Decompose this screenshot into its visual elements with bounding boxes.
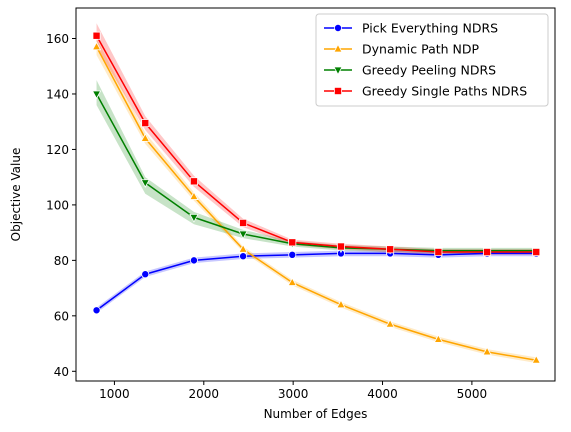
point-greedy-single-paths-ndrs bbox=[239, 218, 248, 227]
point-pick-everything-ndrs bbox=[189, 256, 198, 265]
x-axis-label: Number of Edges bbox=[264, 407, 368, 421]
series-markers bbox=[91, 31, 541, 364]
point-pick-everything-ndrs bbox=[141, 270, 150, 279]
band-greedy-single-paths-ndrs bbox=[96, 23, 537, 255]
series-lines bbox=[95, 35, 537, 361]
legend-marker-greedy-peeling-ndrs bbox=[333, 66, 343, 76]
confidence-bands bbox=[96, 23, 537, 363]
legend-label: Greedy Peeling NDRS bbox=[362, 63, 496, 78]
point-greedy-single-paths-ndrs bbox=[141, 119, 150, 128]
line-dynamic-path-ndp bbox=[95, 46, 537, 361]
point-dynamic-path-ndp bbox=[385, 318, 395, 328]
point-greedy-single-paths-ndrs bbox=[336, 242, 345, 251]
x-tick-label: 4000 bbox=[367, 387, 398, 401]
point-dynamic-path-ndp bbox=[433, 334, 444, 343]
point-greedy-peeling-ndrs bbox=[140, 179, 150, 188]
point-greedy-single-paths-ndrs bbox=[434, 248, 443, 257]
y-tick-label: 40 bbox=[54, 365, 69, 379]
point-dynamic-path-ndp bbox=[91, 41, 102, 51]
point-greedy-peeling-ndrs bbox=[91, 90, 102, 100]
legend-marker-greedy-single-paths-ndrs bbox=[333, 87, 342, 96]
x-tick-label: 2000 bbox=[189, 387, 220, 401]
y-tick-label: 100 bbox=[46, 198, 69, 212]
y-tick-label: 140 bbox=[46, 87, 69, 101]
point-greedy-single-paths-ndrs bbox=[532, 248, 541, 257]
point-pick-everything-ndrs bbox=[92, 306, 101, 315]
band-pick-everything-ndrs bbox=[96, 250, 537, 314]
legend-marker-pick-everything-ndrs bbox=[333, 23, 342, 32]
y-tick-label: 120 bbox=[46, 143, 69, 157]
point-dynamic-path-ndp bbox=[287, 277, 297, 286]
plot-frame bbox=[75, 7, 556, 382]
y-tick-label: 80 bbox=[54, 254, 69, 268]
y-tick-label: 60 bbox=[54, 309, 69, 323]
x-axis-ticks: 1000 2000 3000 4000 5000 bbox=[99, 381, 487, 401]
legend-label: Pick Everything NDRS bbox=[362, 21, 498, 36]
line-greedy-single-paths-ndrs bbox=[95, 35, 537, 253]
point-greedy-single-paths-ndrs bbox=[483, 248, 492, 257]
point-greedy-single-paths-ndrs bbox=[288, 238, 297, 247]
legend: Pick Everything NDRS Dynamic Path NDP Gree… bbox=[315, 13, 549, 107]
point-greedy-peeling-ndrs bbox=[238, 230, 248, 240]
point-dynamic-path-ndp bbox=[140, 133, 150, 142]
point-dynamic-path-ndp bbox=[189, 191, 199, 200]
y-axis-ticks: 40 60 80 100 120 140 160 bbox=[46, 32, 76, 379]
x-tick-label: 5000 bbox=[457, 387, 488, 401]
x-tick-label: 1000 bbox=[99, 387, 130, 401]
x-tick-label: 3000 bbox=[278, 387, 309, 401]
legend-label: Dynamic Path NDP bbox=[362, 42, 480, 57]
point-greedy-single-paths-ndrs bbox=[189, 177, 198, 186]
point-dynamic-path-ndp bbox=[531, 354, 541, 364]
y-axis-label: Objective Value bbox=[9, 148, 23, 242]
point-dynamic-path-ndp bbox=[482, 346, 492, 356]
point-pick-everything-ndrs bbox=[239, 252, 248, 261]
legend-label: Greedy Single Paths NDRS bbox=[362, 84, 527, 99]
point-greedy-peeling-ndrs bbox=[189, 213, 199, 223]
legend-marker-dynamic-path-ndp bbox=[333, 43, 343, 53]
point-pick-everything-ndrs bbox=[288, 250, 297, 259]
line-pick-everything-ndrs bbox=[96, 252, 537, 311]
point-dynamic-path-ndp bbox=[238, 244, 248, 253]
y-tick-label: 160 bbox=[46, 32, 69, 46]
point-greedy-single-paths-ndrs bbox=[92, 31, 101, 40]
line-greedy-peeling-ndrs bbox=[95, 93, 537, 252]
point-dynamic-path-ndp bbox=[336, 299, 346, 309]
legend-box bbox=[315, 13, 549, 107]
point-greedy-single-paths-ndrs bbox=[386, 245, 395, 254]
